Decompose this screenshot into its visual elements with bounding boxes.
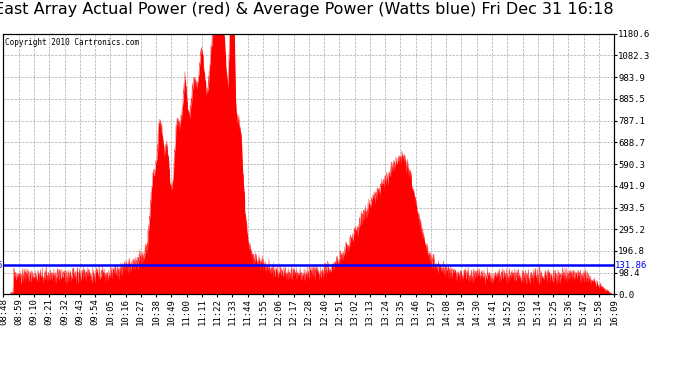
Text: 131.86: 131.86 — [615, 261, 647, 270]
Text: Copyright 2010 Cartronics.com: Copyright 2010 Cartronics.com — [5, 38, 139, 46]
Text: East Array Actual Power (red) & Average Power (Watts blue) Fri Dec 31 16:18: East Array Actual Power (red) & Average … — [0, 2, 613, 17]
Text: 131.86: 131.86 — [0, 261, 3, 270]
